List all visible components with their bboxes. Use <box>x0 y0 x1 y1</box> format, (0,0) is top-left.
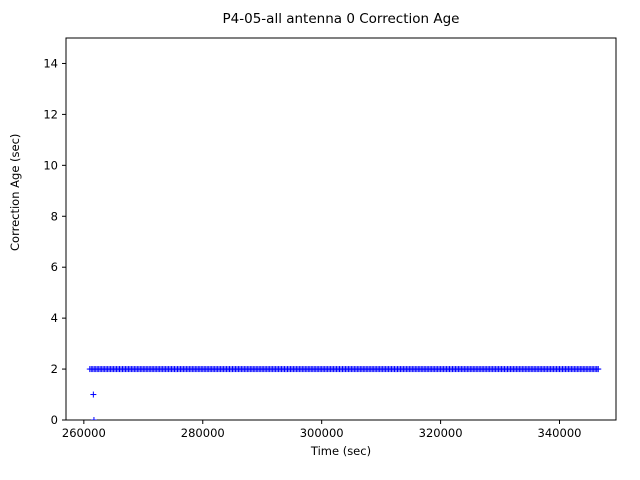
y-tick-label: 2 <box>51 362 58 376</box>
x-tick-label: 300000 <box>300 426 344 440</box>
y-tick-label: 10 <box>43 158 58 172</box>
chart-title: P4-05-all antenna 0 Correction Age <box>222 11 460 27</box>
y-tick-label: 8 <box>51 209 58 223</box>
x-tick-label: 320000 <box>419 426 463 440</box>
scatter-series <box>86 366 602 420</box>
y-tick-label: 6 <box>51 260 58 274</box>
axes-frame <box>65 37 617 421</box>
y-tick-label: 4 <box>51 311 58 325</box>
x-tick-label: 340000 <box>538 426 582 440</box>
x-tick-label: 260000 <box>62 426 106 440</box>
y-tick-label: 14 <box>43 56 58 70</box>
y-tick-label: 12 <box>43 107 58 121</box>
x-tick-label: 280000 <box>181 426 225 440</box>
x-axis-label: Time (sec) <box>310 444 372 458</box>
y-tick-label: 0 <box>51 413 58 427</box>
